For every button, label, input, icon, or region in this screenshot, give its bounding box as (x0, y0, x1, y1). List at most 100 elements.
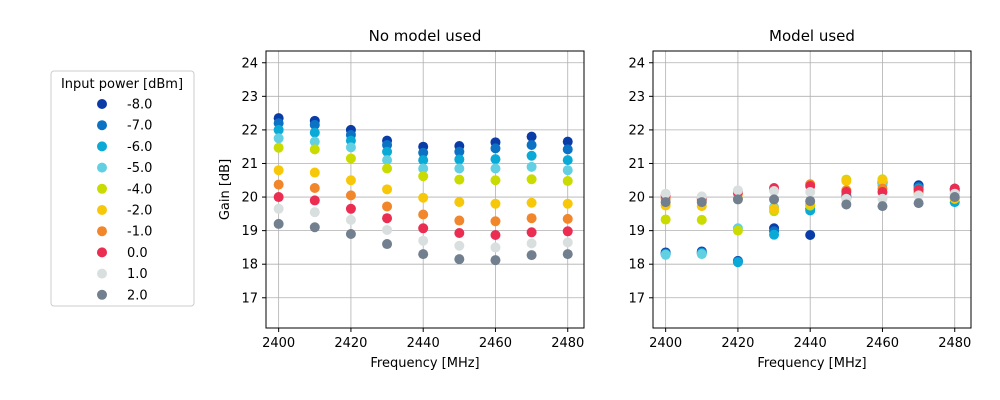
data-point (805, 187, 816, 198)
legend-marker (97, 247, 107, 258)
x-tick-label: 2460 (479, 336, 512, 351)
chart-no-model: 2400 2420 2440 2460 2480 17 18 19 20 21 22 23 24 No m… (218, 27, 585, 371)
data-point (562, 249, 573, 260)
data-point (732, 225, 743, 236)
x-tick-label: 2420 (334, 336, 367, 351)
data-point (273, 203, 284, 214)
data-point (490, 242, 501, 253)
data-point (382, 201, 393, 212)
legend-marker (97, 141, 107, 152)
data-point (454, 146, 465, 157)
data-point (696, 197, 707, 208)
data-point (562, 155, 573, 166)
y-tick-label: 22 (628, 123, 645, 138)
data-point (273, 192, 284, 203)
x-tick-label: 2420 (721, 336, 754, 351)
axes-frame (652, 50, 972, 329)
data-point (562, 165, 573, 176)
data-point (273, 179, 284, 190)
data-point (382, 213, 393, 224)
data-point (309, 222, 320, 233)
data-point (382, 239, 393, 250)
data-point (418, 171, 429, 182)
data-point (418, 249, 429, 260)
data-point (309, 119, 320, 130)
legend-marker (97, 99, 107, 109)
x-axis-label: Frequency [MHz] (757, 356, 866, 371)
data-point (913, 190, 924, 201)
data-point (526, 174, 537, 185)
axes-frame (265, 50, 585, 329)
data-point (345, 142, 356, 153)
y-tick-label: 18 (628, 258, 645, 273)
data-point (841, 175, 852, 186)
y-tick-label: 20 (241, 191, 258, 206)
data-point (345, 214, 356, 225)
data-point (660, 249, 671, 260)
data-point (660, 214, 671, 225)
legend-label: -4.0 (127, 182, 152, 197)
data-point (382, 224, 393, 235)
data-point (273, 142, 284, 153)
chart-title: No model used (369, 27, 482, 45)
data-point (454, 197, 465, 208)
data-point (769, 194, 780, 205)
data-point (562, 213, 573, 224)
legend: Input power [dBm] -8.0 -7.0 -6.0 -5.0 -4.0 -2… (50, 70, 195, 307)
data-point (913, 198, 924, 209)
data-point (309, 144, 320, 155)
legend-label: -1.0 (127, 225, 152, 240)
legend-label: -6.0 (127, 140, 152, 155)
data-point (382, 146, 393, 157)
data-point (490, 198, 501, 209)
y-axis-label: Gain [dB] (218, 159, 233, 220)
data-point (877, 201, 888, 212)
data-point (526, 161, 537, 172)
data-point (273, 133, 284, 144)
data-point (562, 175, 573, 186)
y-tick-label: 24 (241, 56, 258, 71)
data-point (949, 192, 960, 203)
data-point (454, 163, 465, 174)
legend-marker (97, 268, 107, 279)
data-point (562, 237, 573, 248)
data-point (273, 124, 284, 135)
legend-marker (97, 205, 107, 215)
data-point (526, 197, 537, 208)
y-tick-label: 22 (241, 123, 258, 138)
y-tick-label: 21 (628, 157, 645, 172)
data-point (345, 175, 356, 186)
data-point (454, 240, 465, 251)
data-point (345, 228, 356, 239)
x-tick-label: 2400 (649, 336, 682, 351)
data-point (309, 127, 320, 138)
data-point (418, 209, 429, 220)
data-point (490, 229, 501, 240)
data-point (562, 136, 573, 147)
data-point (490, 143, 501, 154)
data-point (454, 154, 465, 165)
data-point (696, 249, 707, 260)
data-point (526, 227, 537, 238)
data-point (696, 214, 707, 225)
x-tick-label: 2460 (866, 336, 899, 351)
legend-label: -8.0 (127, 98, 152, 113)
data-point (454, 215, 465, 226)
y-tick-label: 20 (628, 191, 645, 206)
data-point (805, 229, 816, 240)
data-point (526, 250, 537, 261)
data-point (418, 155, 429, 166)
y-tick-label: 24 (628, 56, 645, 71)
data-point (382, 184, 393, 195)
y-tick-label: 17 (241, 291, 258, 306)
data-point (309, 195, 320, 206)
data-point (877, 193, 888, 204)
y-tick-label: 21 (241, 157, 258, 172)
legend-label: 1.0 (127, 267, 148, 282)
y-tick-label: 23 (628, 90, 645, 105)
data-point (273, 165, 284, 176)
data-point (309, 136, 320, 147)
data-point (454, 254, 465, 265)
data-point (562, 198, 573, 209)
legend-label: -5.0 (127, 161, 152, 176)
